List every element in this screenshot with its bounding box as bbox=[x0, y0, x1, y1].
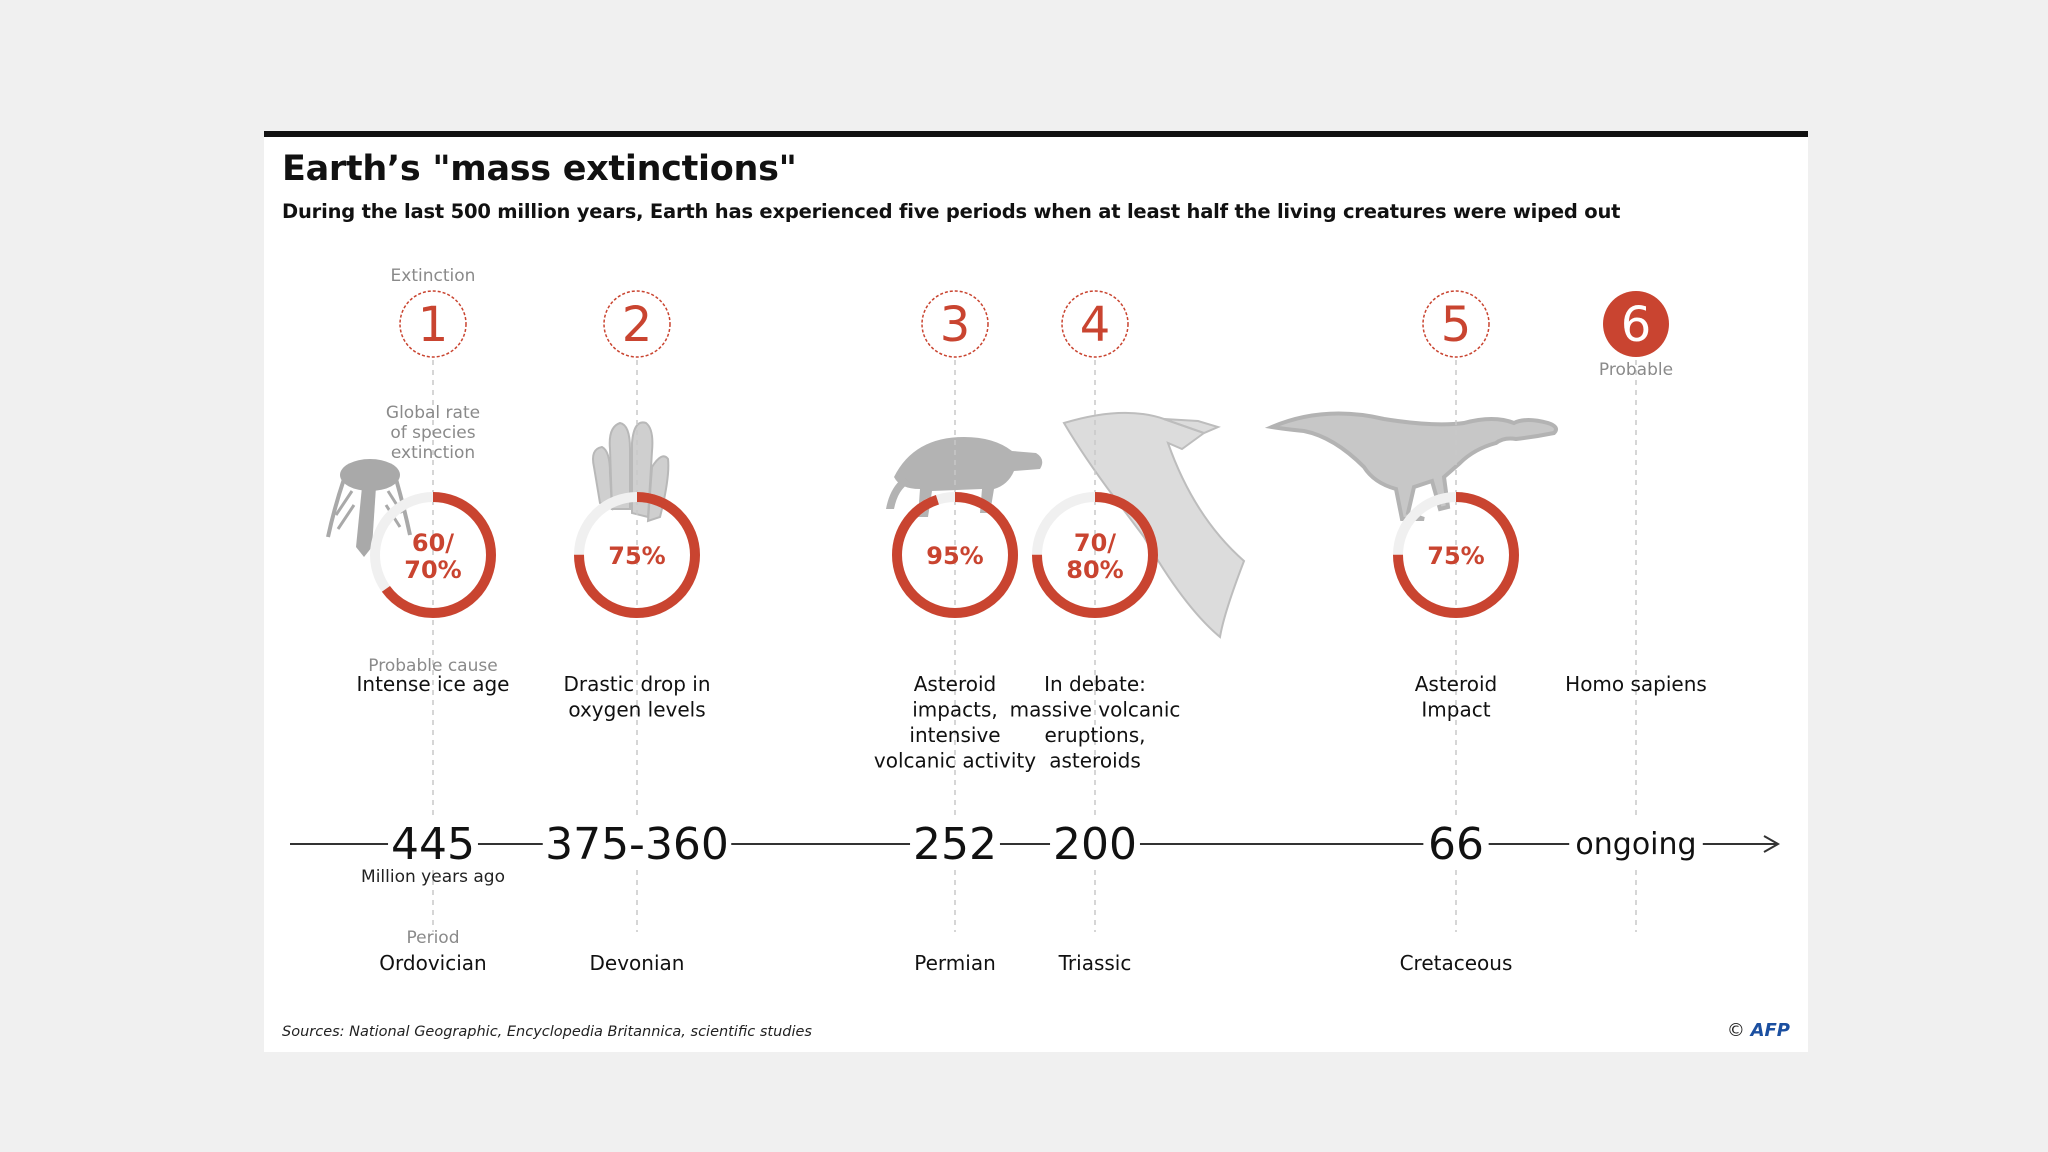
global-rate-label: of species bbox=[390, 423, 475, 443]
dinosaur-skeleton-icon bbox=[1264, 411, 1558, 521]
date-bg bbox=[388, 818, 478, 866]
extinction-rate: 95% bbox=[926, 542, 983, 570]
extinction-date: 445 bbox=[391, 819, 475, 870]
probable-cause-label: Probable cause bbox=[368, 656, 497, 676]
extinction-date: ongoing bbox=[1575, 827, 1696, 862]
extinction-rate: 70% bbox=[404, 556, 461, 584]
extinction-rate: 75% bbox=[1427, 542, 1484, 570]
extinction-cause: eruptions, bbox=[1045, 723, 1146, 747]
extinction-cause: massive volcanic bbox=[1010, 698, 1181, 722]
extinction-cause: oxygen levels bbox=[568, 698, 705, 722]
period-label: Period bbox=[406, 928, 459, 948]
date-bg bbox=[1050, 818, 1140, 866]
copyright-symbol: © bbox=[1726, 1020, 1745, 1041]
extinction-period: Ordovician bbox=[379, 951, 486, 975]
pterosaur-icon bbox=[1062, 411, 1246, 639]
extinction-cause: Homo sapiens bbox=[1565, 672, 1707, 696]
extinction-number-badge bbox=[603, 290, 671, 358]
date-bg bbox=[910, 818, 1000, 866]
probable-label: Probable bbox=[1599, 360, 1673, 380]
extinction-date: 66 bbox=[1428, 819, 1484, 870]
credit: © AFP bbox=[1727, 1020, 1790, 1041]
extinction-date: 200 bbox=[1053, 819, 1137, 870]
extinction-cause: volcanic activity bbox=[874, 749, 1036, 773]
extinction-cause: Impact bbox=[1421, 698, 1490, 722]
extinction-number-badge bbox=[1061, 290, 1129, 358]
date-bg bbox=[542, 818, 732, 866]
global-rate-label: Global rate bbox=[386, 403, 480, 423]
coral-icon bbox=[592, 421, 670, 523]
date-bg bbox=[1423, 818, 1489, 866]
extinction-rate: 75% bbox=[608, 542, 665, 570]
extinction-cause: Intense ice age bbox=[357, 672, 510, 696]
trilobite-icon bbox=[326, 459, 412, 557]
sources-note: Sources: National Geographic, Encycloped… bbox=[282, 1024, 812, 1040]
date-bg bbox=[1569, 818, 1703, 866]
extinction-number: 1 bbox=[418, 297, 449, 353]
extinction-number: 3 bbox=[940, 297, 971, 353]
extinction-number: 4 bbox=[1080, 297, 1111, 353]
infographic-subtitle: During the last 500 million years, Earth… bbox=[282, 200, 1621, 223]
extinction-number-badge bbox=[921, 290, 989, 358]
extinction-cause: In debate: bbox=[1044, 672, 1146, 696]
extinction-number-badge bbox=[1603, 291, 1669, 357]
rate-ring-arc bbox=[892, 492, 1018, 618]
extinction-cause: impacts, bbox=[912, 698, 998, 722]
extinction-number: 6 bbox=[1621, 297, 1652, 353]
million-years-ago-label: Million years ago bbox=[361, 867, 505, 887]
extinction-label: Extinction bbox=[391, 266, 476, 286]
extinction-date: 375-360 bbox=[545, 819, 729, 870]
extinction-rate: 80% bbox=[1066, 556, 1123, 584]
rate-ring-arc bbox=[370, 492, 496, 618]
extinction-number-badge bbox=[399, 290, 467, 358]
extinction-rate: 60/ bbox=[412, 529, 454, 557]
extinction-cause: intensive bbox=[909, 723, 1000, 747]
extinction-rate: 70/ bbox=[1074, 529, 1116, 557]
timeline-arrow-icon bbox=[1763, 835, 1781, 853]
rate-ring-arc bbox=[1393, 492, 1519, 618]
extinction-period: Cretaceous bbox=[1400, 951, 1513, 975]
extinction-cause: Asteroid bbox=[914, 672, 997, 696]
rate-ring-arc bbox=[1032, 492, 1158, 618]
extinction-number-badge bbox=[1422, 290, 1490, 358]
afp-logo: AFP bbox=[1750, 1020, 1790, 1041]
extinction-cause: Asteroid bbox=[1415, 672, 1498, 696]
rate-ring-arc bbox=[574, 492, 700, 618]
extinction-number: 2 bbox=[622, 297, 653, 353]
reptile-skeleton-icon bbox=[886, 437, 1043, 517]
extinction-cause: Drastic drop in bbox=[563, 672, 710, 696]
extinction-period: Devonian bbox=[590, 951, 685, 975]
infographic-card: Earth’s "mass extinctions" During the la… bbox=[264, 131, 1808, 1052]
global-rate-label: extinction bbox=[391, 443, 475, 463]
extinction-period: Triassic bbox=[1058, 951, 1132, 975]
infographic-title: Earth’s "mass extinctions" bbox=[282, 149, 797, 189]
extinction-number: 5 bbox=[1441, 297, 1472, 353]
extinction-cause: asteroids bbox=[1049, 749, 1141, 773]
extinction-period: Permian bbox=[914, 951, 996, 975]
extinction-date: 252 bbox=[913, 819, 997, 870]
